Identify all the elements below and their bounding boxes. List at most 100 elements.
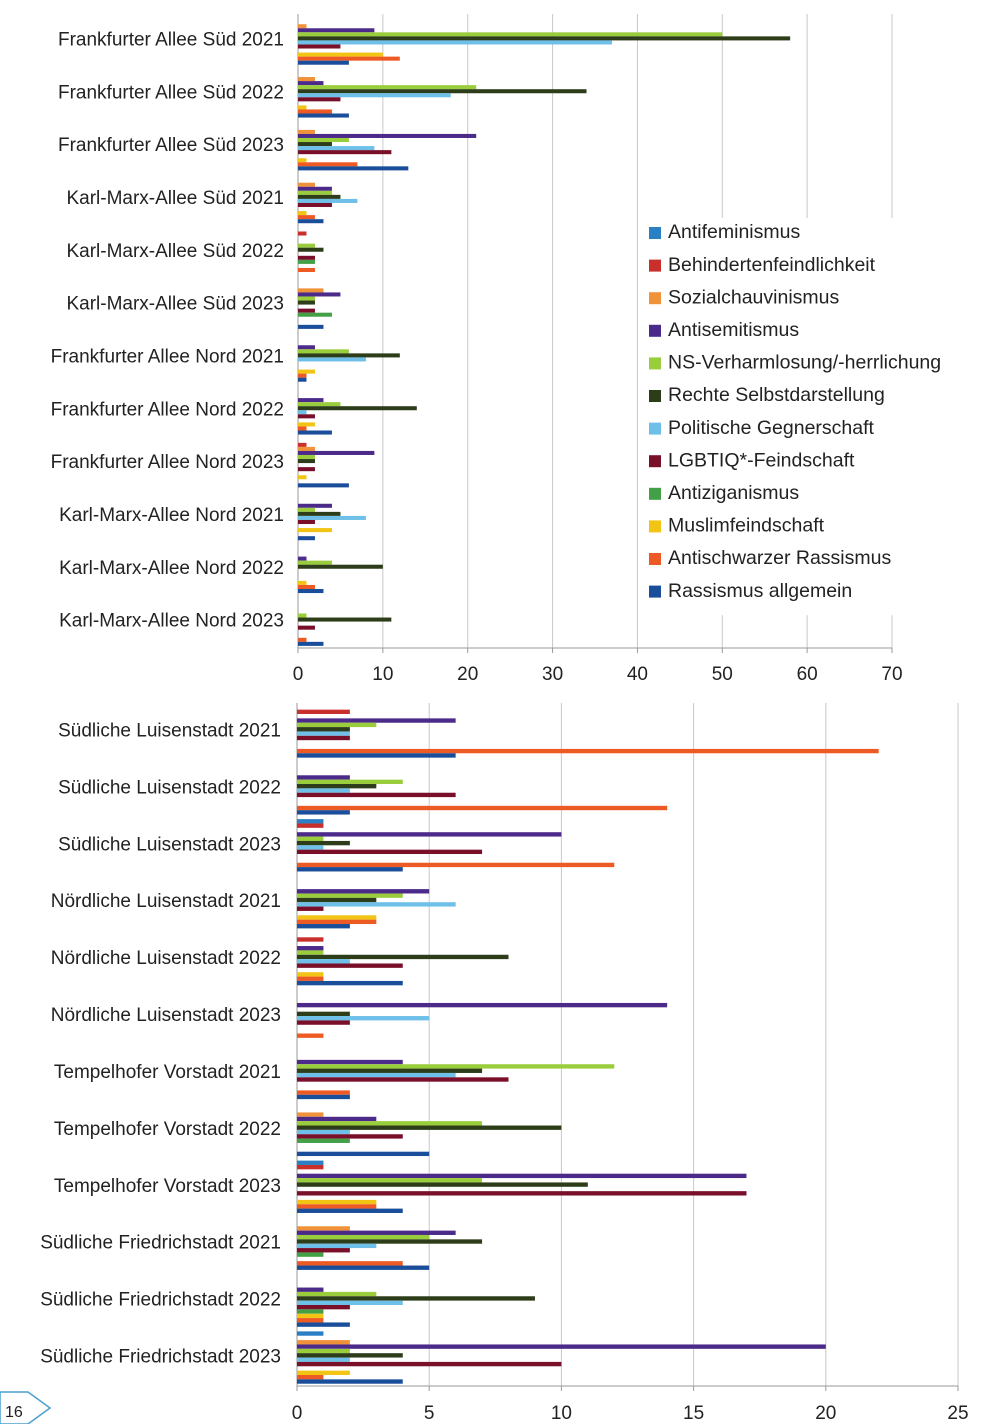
- legend-label: Rassismus allgemein: [668, 580, 852, 602]
- bar: [297, 972, 324, 977]
- bar: [298, 430, 332, 435]
- bar: [298, 450, 375, 455]
- bar: [297, 1077, 509, 1082]
- bar: [298, 36, 791, 41]
- bar: [298, 467, 315, 472]
- bar: [297, 779, 403, 785]
- category-label: Karl-Marx-Allee Nord 2022: [59, 558, 284, 579]
- bar: [297, 1164, 324, 1170]
- bar: [298, 519, 315, 525]
- bar: [298, 613, 307, 618]
- bar: [298, 190, 332, 195]
- bar: [297, 1379, 403, 1384]
- bar: [297, 937, 324, 942]
- bar: [297, 1313, 324, 1319]
- category-label: Karl-Marx-Allee Süd 2021: [66, 188, 284, 209]
- category-label: Karl-Marx-Allee Nord 2021: [59, 505, 284, 526]
- legend-label: Antiziganismus: [668, 482, 799, 504]
- x-tick-label: 10: [551, 1403, 572, 1424]
- category-label: Nördliche Luisenstadt 2022: [51, 948, 281, 969]
- legend-swatch: [649, 227, 661, 239]
- bar: [297, 1300, 403, 1305]
- bar: [297, 753, 456, 758]
- bar: [297, 1208, 403, 1213]
- bar: [298, 584, 315, 590]
- bar: [298, 300, 315, 305]
- bar: [297, 1121, 483, 1126]
- bar: [297, 1252, 324, 1257]
- bar: [298, 211, 307, 216]
- bar: [297, 1199, 377, 1205]
- bar: [298, 32, 723, 37]
- category-label: Südliche Friedrichstadt 2022: [40, 1290, 281, 1311]
- bar: [297, 1243, 377, 1249]
- bar: [297, 823, 324, 828]
- bar: [297, 748, 879, 754]
- bar: [297, 1318, 324, 1323]
- bar: [297, 849, 483, 855]
- legend-swatch: [649, 390, 661, 402]
- bar: [298, 44, 341, 49]
- bar: [298, 373, 307, 378]
- bar: [297, 1296, 535, 1301]
- bar: [298, 56, 400, 61]
- x-tick-label: 0: [293, 664, 304, 685]
- bar: [298, 267, 315, 273]
- bar: [298, 402, 341, 407]
- bar: [297, 980, 403, 986]
- legend-swatch: [649, 455, 661, 468]
- bar: [298, 617, 392, 622]
- bar: [297, 832, 562, 837]
- bar: [298, 259, 315, 264]
- bar: [298, 231, 307, 236]
- bar: [297, 950, 324, 955]
- legend-label: Sozialchauvinismus: [668, 286, 839, 308]
- bar: [297, 924, 350, 929]
- bar: [297, 1309, 324, 1314]
- bar: [297, 709, 350, 715]
- bar: [298, 182, 315, 187]
- bar: [298, 446, 315, 451]
- bar: [297, 1182, 588, 1187]
- bar: [297, 963, 403, 968]
- bar: [298, 202, 332, 208]
- bar: [297, 1094, 350, 1100]
- legend-swatch: [649, 422, 661, 435]
- legend-label: NS-Verharmlosung/-herrlichung: [668, 352, 941, 374]
- bar: [297, 867, 403, 872]
- bar: [297, 1344, 826, 1349]
- category-label: Südliche Luisenstadt 2023: [58, 834, 281, 855]
- legend-label: Antifeminismus: [668, 221, 800, 243]
- bar: [298, 536, 315, 541]
- x-tick-label: 60: [797, 664, 818, 685]
- bar: [298, 186, 332, 191]
- bar: [298, 60, 349, 65]
- bar: [298, 357, 366, 362]
- bar: [297, 1173, 747, 1179]
- bar: [298, 109, 332, 114]
- bar: [297, 1068, 483, 1073]
- bar: [298, 85, 477, 90]
- bar: [297, 1016, 430, 1021]
- bar: [297, 906, 324, 911]
- legend-swatch: [649, 357, 661, 370]
- x-tick-label: 70: [881, 664, 902, 685]
- x-tick-label: 30: [542, 664, 563, 685]
- bar: [297, 1370, 350, 1375]
- bar: [297, 1191, 747, 1196]
- bar: [298, 511, 341, 516]
- bar: [298, 410, 307, 415]
- bar: [298, 247, 324, 252]
- bar: [297, 893, 403, 898]
- bar: [298, 556, 307, 561]
- category-label: Südliche Luisenstadt 2022: [58, 777, 281, 798]
- bar: [297, 1287, 324, 1292]
- bar: [297, 1234, 430, 1240]
- bar: [298, 406, 417, 411]
- bar: [297, 792, 456, 798]
- bar: [298, 243, 315, 248]
- bar: [298, 564, 383, 569]
- bar: [297, 1204, 377, 1209]
- category-label: Südliche Friedrichstadt 2023: [40, 1347, 281, 1368]
- bar: [297, 954, 509, 960]
